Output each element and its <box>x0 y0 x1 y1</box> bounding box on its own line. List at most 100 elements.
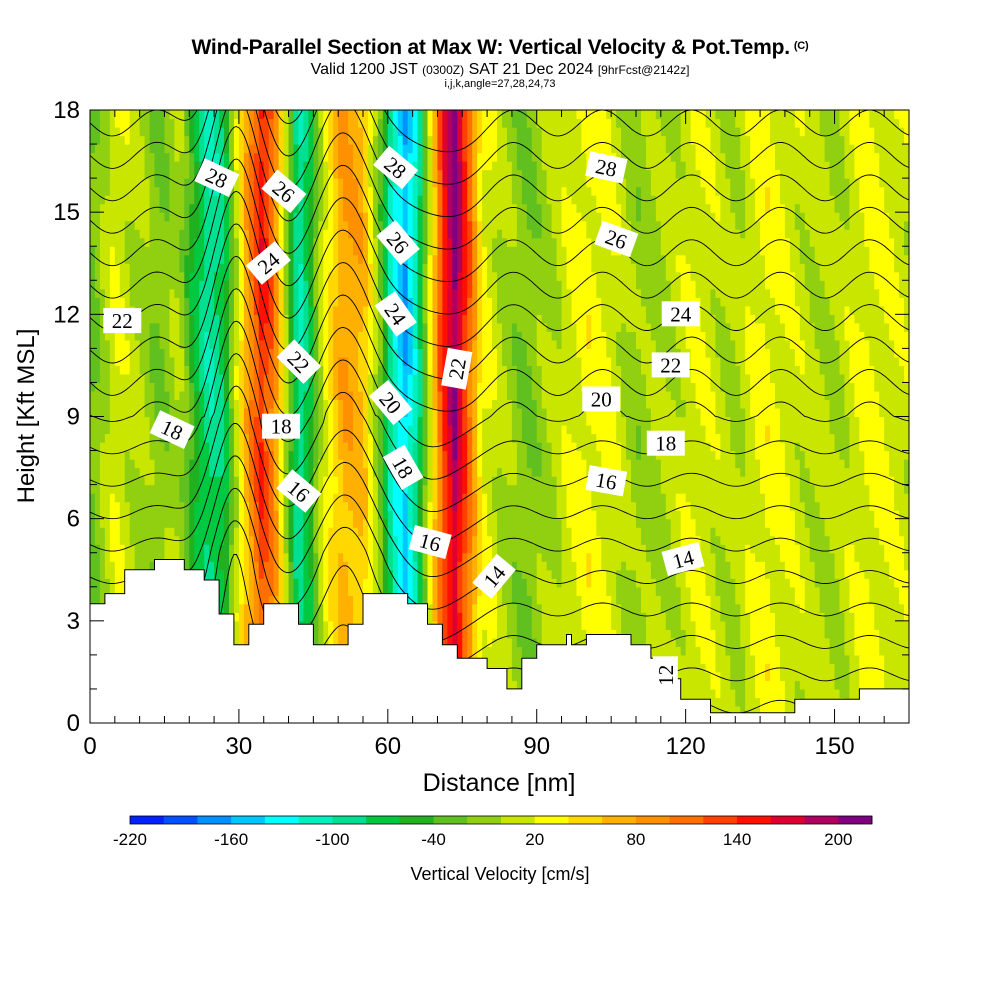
velocity-cell <box>228 518 235 528</box>
velocity-cell <box>209 229 215 239</box>
velocity-cell <box>90 169 96 179</box>
velocity-cell <box>149 169 156 179</box>
velocity-cell <box>233 297 240 307</box>
velocity-cell <box>209 237 215 247</box>
velocity-cell <box>417 331 424 341</box>
velocity-cell <box>174 135 180 145</box>
velocity-cell <box>288 305 295 315</box>
velocity-cell <box>358 305 364 315</box>
velocity-cell <box>119 110 126 120</box>
velocity-cell <box>90 399 96 409</box>
velocity-cell <box>293 442 300 452</box>
velocity-cell <box>169 365 175 375</box>
velocity-cell <box>318 212 324 222</box>
velocity-cell <box>268 348 275 358</box>
velocity-cell <box>303 161 309 171</box>
velocity-cell <box>199 365 205 375</box>
velocity-cell <box>298 390 305 401</box>
velocity-cell <box>99 382 106 392</box>
velocity-cell <box>348 178 354 188</box>
velocity-cell <box>94 467 101 477</box>
velocity-cell <box>397 578 404 588</box>
velocity-cell <box>199 229 205 239</box>
section-indices: i,j,k,angle=27,28,24,73 <box>444 78 556 90</box>
velocity-cell <box>139 535 146 545</box>
velocity-cell <box>179 263 185 273</box>
velocity-cell <box>124 288 131 298</box>
velocity-cell <box>253 322 260 332</box>
velocity-cell <box>224 518 230 528</box>
velocity-cell <box>417 195 424 205</box>
velocity-cell <box>109 348 116 358</box>
velocity-cell <box>382 476 389 486</box>
velocity-cell <box>124 476 131 486</box>
velocity-cell <box>427 552 434 562</box>
velocity-cell <box>278 161 285 171</box>
velocity-cell <box>298 407 305 418</box>
velocity-cell <box>124 407 131 418</box>
velocity-cell <box>382 544 389 554</box>
velocity-cell <box>90 518 96 528</box>
velocity-cell <box>263 229 270 239</box>
velocity-cell <box>99 493 106 503</box>
velocity-cell <box>139 195 146 205</box>
velocity-cell <box>238 348 245 358</box>
velocity-cell <box>189 442 195 452</box>
velocity-cell <box>184 442 190 452</box>
velocity-cell <box>94 586 101 596</box>
velocity-cell <box>323 561 329 571</box>
velocity-cell <box>318 484 324 494</box>
velocity-cell <box>293 518 300 528</box>
velocity-cell <box>164 518 171 528</box>
velocity-cell <box>417 339 424 349</box>
velocity-cell <box>353 425 359 435</box>
velocity-cell <box>358 339 364 349</box>
velocity-cell <box>243 476 250 486</box>
velocity-cell <box>238 416 245 426</box>
velocity-cell <box>253 348 260 358</box>
velocity-cell <box>288 399 295 409</box>
velocity-cell <box>387 254 394 264</box>
velocity-cell <box>397 552 404 562</box>
velocity-cell <box>204 280 210 290</box>
velocity-cell <box>248 161 255 171</box>
velocity-cell <box>392 433 399 443</box>
velocity-cell <box>119 476 126 486</box>
velocity-cell <box>189 110 195 120</box>
velocity-cell <box>114 356 121 367</box>
velocity-cell <box>263 484 270 494</box>
velocity-cell <box>119 425 126 435</box>
velocity-cell <box>243 212 250 222</box>
velocity-cell <box>179 476 185 486</box>
velocity-cell <box>323 612 329 622</box>
velocity-cell <box>248 425 255 435</box>
velocity-cell <box>358 178 364 188</box>
velocity-cell <box>318 314 324 324</box>
velocity-cell <box>333 178 339 188</box>
velocity-cell <box>149 178 156 188</box>
velocity-cell <box>258 493 265 503</box>
velocity-cell <box>318 331 324 341</box>
velocity-cell <box>233 595 240 605</box>
velocity-cell <box>94 161 101 171</box>
velocity-cell <box>353 280 359 290</box>
velocity-cell <box>169 467 175 477</box>
velocity-cell <box>94 127 101 137</box>
velocity-cell <box>114 586 121 596</box>
velocity-cell <box>308 459 314 469</box>
velocity-cell <box>323 595 329 605</box>
velocity-cell <box>387 476 394 486</box>
velocity-cell <box>348 467 354 477</box>
velocity-cell <box>402 586 409 596</box>
velocity-cell <box>248 322 255 332</box>
velocity-cell <box>154 399 161 409</box>
velocity-cell <box>129 246 136 256</box>
velocity-cell <box>397 518 404 528</box>
velocity-cell <box>199 348 205 358</box>
velocity-cell <box>328 254 334 264</box>
velocity-cell <box>233 161 240 171</box>
velocity-cell <box>313 186 319 196</box>
velocity-cell <box>104 390 111 401</box>
velocity-cell <box>422 288 429 298</box>
velocity-cell <box>328 416 334 426</box>
